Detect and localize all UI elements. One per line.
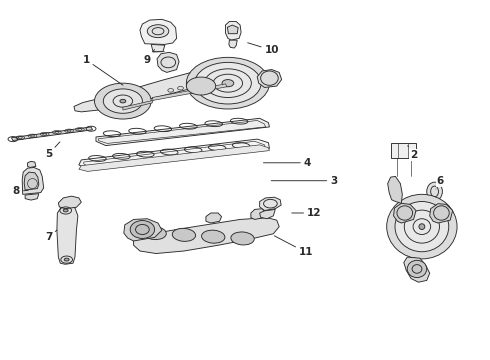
Polygon shape [58, 196, 81, 209]
Text: 2: 2 [408, 146, 417, 160]
Text: 12: 12 [292, 208, 321, 218]
Polygon shape [25, 194, 39, 200]
Ellipse shape [186, 57, 270, 109]
Ellipse shape [63, 209, 68, 212]
Text: 1: 1 [83, 55, 123, 85]
Polygon shape [430, 204, 453, 223]
Bar [391, 143, 416, 158]
Polygon shape [124, 219, 162, 241]
Polygon shape [157, 52, 179, 72]
Polygon shape [229, 40, 237, 48]
Polygon shape [206, 213, 221, 223]
Polygon shape [404, 257, 430, 282]
Ellipse shape [172, 228, 196, 241]
Polygon shape [57, 205, 78, 264]
Ellipse shape [64, 258, 69, 261]
Text: 7: 7 [45, 230, 57, 242]
Ellipse shape [231, 232, 254, 245]
Polygon shape [96, 118, 270, 145]
Text: 2: 2 [410, 150, 417, 160]
Polygon shape [22, 167, 44, 194]
Polygon shape [134, 218, 279, 253]
Ellipse shape [130, 221, 155, 238]
Polygon shape [24, 172, 39, 190]
Ellipse shape [197, 82, 203, 86]
Polygon shape [11, 127, 93, 140]
Polygon shape [140, 19, 176, 44]
Ellipse shape [407, 260, 427, 278]
Ellipse shape [187, 84, 193, 88]
Text: 6: 6 [436, 176, 444, 189]
Polygon shape [260, 210, 275, 219]
Ellipse shape [103, 89, 143, 113]
Polygon shape [225, 22, 241, 40]
Text: 3: 3 [271, 176, 338, 186]
Polygon shape [251, 209, 266, 220]
Text: 4: 4 [264, 158, 311, 168]
Ellipse shape [387, 194, 457, 259]
Polygon shape [260, 197, 281, 211]
Ellipse shape [168, 89, 173, 92]
Polygon shape [257, 69, 282, 87]
Ellipse shape [201, 230, 225, 243]
Polygon shape [74, 69, 235, 112]
Ellipse shape [207, 80, 213, 84]
Ellipse shape [147, 25, 169, 38]
Ellipse shape [395, 202, 449, 252]
Ellipse shape [222, 80, 234, 87]
Text: 5: 5 [45, 142, 60, 159]
Text: 9: 9 [144, 50, 154, 65]
Text: 10: 10 [247, 43, 279, 55]
Polygon shape [227, 25, 238, 34]
Polygon shape [393, 203, 416, 223]
Ellipse shape [195, 62, 261, 104]
Polygon shape [151, 44, 165, 52]
Ellipse shape [427, 182, 442, 201]
Polygon shape [27, 161, 36, 167]
Text: 11: 11 [274, 236, 313, 257]
Polygon shape [152, 84, 227, 100]
Text: 8: 8 [13, 186, 28, 197]
Polygon shape [79, 145, 270, 171]
Ellipse shape [143, 226, 166, 239]
Polygon shape [388, 176, 402, 203]
Ellipse shape [95, 83, 151, 119]
Polygon shape [79, 139, 270, 169]
Ellipse shape [177, 86, 183, 90]
Polygon shape [123, 100, 153, 110]
Ellipse shape [419, 224, 425, 229]
Ellipse shape [120, 99, 126, 103]
Ellipse shape [186, 77, 216, 95]
